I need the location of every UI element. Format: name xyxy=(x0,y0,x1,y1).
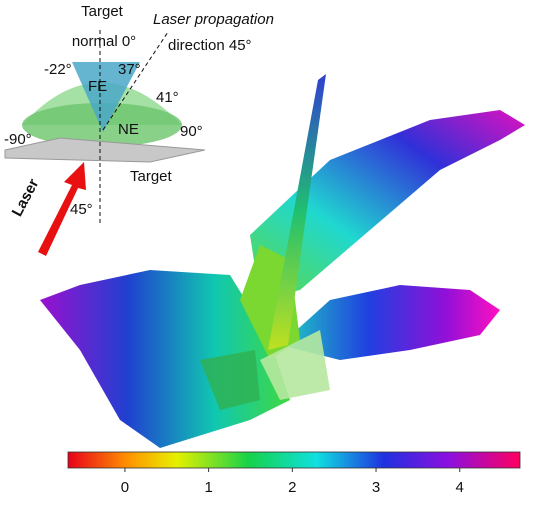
tick-label: 1 xyxy=(204,479,212,496)
label: NE xyxy=(118,121,139,138)
label: -22° xyxy=(44,61,72,78)
tick-label: 2 xyxy=(288,479,296,496)
label: 45° xyxy=(70,201,93,218)
tick-label: 0 xyxy=(121,479,129,496)
label: -90° xyxy=(4,131,32,148)
label: Laser xyxy=(9,176,43,219)
tick-label: 3 xyxy=(372,479,380,496)
label: Target xyxy=(130,168,173,185)
label: 37° xyxy=(118,61,141,78)
label: Laser propagation xyxy=(153,11,274,28)
tick-label: 4 xyxy=(456,479,464,496)
label: 41° xyxy=(156,89,179,106)
label: normal 0° xyxy=(72,33,136,50)
colorbar xyxy=(68,452,520,468)
inset-diagram: Target normal 0° Laser propagation direc… xyxy=(4,3,274,256)
label: FE xyxy=(88,78,107,95)
label: direction 45° xyxy=(168,37,252,54)
label: Target xyxy=(81,3,124,20)
figure: Target normal 0° Laser propagation direc… xyxy=(0,0,548,500)
label: 90° xyxy=(180,123,203,140)
